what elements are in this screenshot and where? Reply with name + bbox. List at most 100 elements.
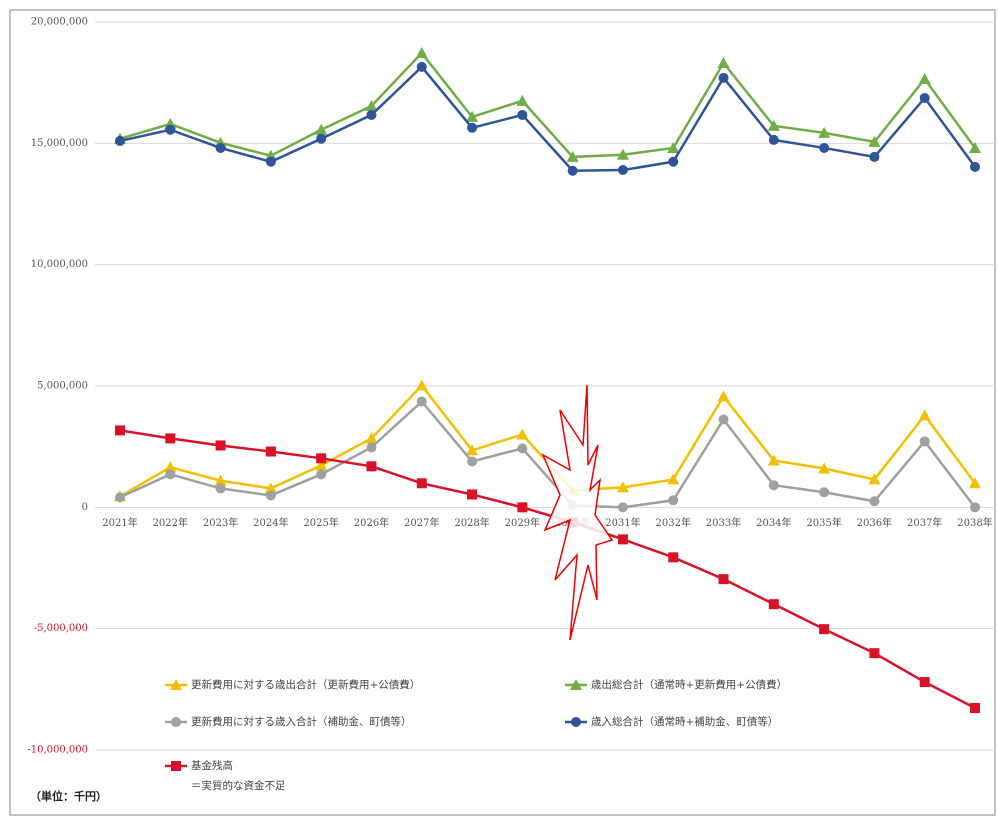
marker xyxy=(668,495,679,506)
marker xyxy=(416,61,427,72)
x-tick-label: 2022年 xyxy=(153,516,188,529)
marker xyxy=(517,502,528,513)
marker xyxy=(869,151,880,162)
x-tick-label: 2024年 xyxy=(253,516,288,529)
marker xyxy=(667,473,680,485)
marker xyxy=(171,761,181,771)
marker xyxy=(617,165,628,176)
legend-label: 歳入総合計（通常時+補助金、町債等） xyxy=(591,715,778,728)
marker xyxy=(115,492,125,503)
y-tick-label: 15,000,000 xyxy=(31,138,88,149)
legend-label: 基金残高 xyxy=(191,759,233,772)
marker xyxy=(969,477,981,489)
marker xyxy=(869,496,880,507)
marker xyxy=(668,552,679,563)
marker xyxy=(365,432,378,444)
marker xyxy=(570,679,582,690)
x-tick-label: 2033年 xyxy=(706,516,741,529)
marker xyxy=(918,409,931,421)
marker xyxy=(616,481,629,493)
x-tick-label: 2029年 xyxy=(505,516,540,529)
marker xyxy=(264,482,277,494)
marker xyxy=(667,141,680,153)
x-tick-label: 2028年 xyxy=(454,516,489,529)
legend-label: 更新費用に対する歳出合計（更新費用+公債費） xyxy=(191,678,420,691)
marker xyxy=(970,161,980,172)
marker xyxy=(316,469,327,480)
marker xyxy=(718,414,729,425)
marker xyxy=(415,47,428,59)
marker xyxy=(919,436,930,447)
marker xyxy=(170,679,182,690)
marker xyxy=(718,72,729,83)
x-tick-label: 2031年 xyxy=(605,516,640,529)
marker xyxy=(969,141,981,153)
marker xyxy=(566,150,579,162)
marker xyxy=(617,534,628,545)
marker xyxy=(668,156,679,167)
marker xyxy=(768,480,779,491)
marker xyxy=(616,148,629,160)
legend-label: 更新費用に対する歳入合計（補助金、町債等） xyxy=(191,715,412,728)
x-tick-label: 2035年 xyxy=(806,516,841,529)
marker xyxy=(767,454,780,466)
marker xyxy=(466,444,479,456)
marker xyxy=(868,473,881,485)
y-tick-label: -10,000,000 xyxy=(27,745,88,756)
marker xyxy=(171,717,181,727)
marker xyxy=(517,109,528,120)
marker xyxy=(869,648,880,659)
marker xyxy=(819,487,830,498)
marker xyxy=(115,135,125,146)
marker xyxy=(970,703,980,714)
marker xyxy=(467,122,478,133)
x-tick-label: 2027年 xyxy=(404,516,439,529)
marker xyxy=(315,459,328,471)
marker xyxy=(416,478,427,489)
x-tick-label: 2036年 xyxy=(857,516,892,529)
x-tick-label: 2025年 xyxy=(303,516,338,529)
marker xyxy=(265,156,276,167)
explosion xyxy=(541,384,614,641)
y-tick-label: 0 xyxy=(82,502,88,513)
series-line xyxy=(119,51,977,159)
frame xyxy=(9,9,996,816)
marker xyxy=(265,446,276,457)
marker xyxy=(919,92,930,103)
marker xyxy=(165,433,176,444)
marker xyxy=(316,453,327,464)
marker xyxy=(315,123,328,135)
legend-note: ＝実質的な資金不足 xyxy=(191,779,286,792)
x-tick-label: 2023年 xyxy=(203,516,238,529)
marker xyxy=(265,490,276,501)
x-tick-label: 2032年 xyxy=(656,516,691,529)
marker xyxy=(767,119,780,131)
marker xyxy=(215,142,226,153)
marker xyxy=(115,425,125,436)
marker xyxy=(918,73,931,85)
x-tick-label: 2021年 xyxy=(102,516,137,529)
unit-note: （単位：千円） xyxy=(30,789,107,803)
marker xyxy=(717,390,730,402)
marker xyxy=(467,489,478,500)
marker xyxy=(214,474,227,486)
x-tick-label: 2026年 xyxy=(354,516,389,529)
legend-label: 歳出総合計（通常時+更新費用+公債費） xyxy=(591,678,787,691)
marker xyxy=(718,574,729,585)
x-tick-label: 2038年 xyxy=(957,516,992,529)
marker xyxy=(818,126,831,138)
y-tick-label: -5,000,000 xyxy=(34,623,88,634)
series-line xyxy=(119,429,976,710)
marker xyxy=(768,599,779,610)
marker xyxy=(868,135,881,147)
marker xyxy=(165,469,176,480)
series-line xyxy=(119,399,976,509)
marker xyxy=(567,165,578,176)
marker xyxy=(164,461,177,473)
marker xyxy=(818,462,831,474)
y-tick-label: 20,000,000 xyxy=(31,17,88,28)
marker xyxy=(415,379,428,391)
marker xyxy=(571,717,581,727)
marker xyxy=(467,456,478,467)
marker xyxy=(970,502,980,513)
